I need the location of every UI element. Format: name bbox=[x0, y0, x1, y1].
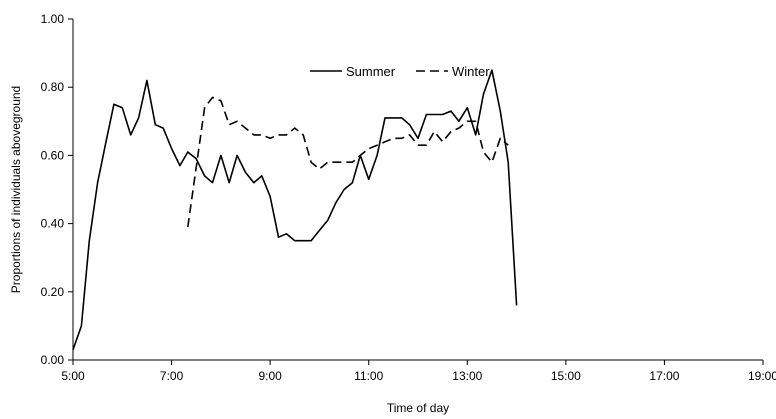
x-axis-ticks: 5:00 7:00 9:00 11:00 13:00 15:00 17:00 19:00 bbox=[61, 360, 776, 383]
x-tick-label: 5:00 bbox=[61, 369, 85, 383]
y-tick-label: 0.00 bbox=[41, 353, 65, 367]
y-axis-title: Proportions of individuals aboveground bbox=[9, 86, 23, 293]
series-line-winter bbox=[187, 96, 509, 228]
x-tick-label: 9:00 bbox=[258, 369, 282, 383]
y-tick-label: 0.60 bbox=[41, 148, 65, 162]
x-tick-label: 7:00 bbox=[160, 369, 184, 383]
x-tick-label: 11:00 bbox=[354, 369, 383, 383]
x-tick-label: 15:00 bbox=[551, 369, 581, 383]
y-tick-label: 0.20 bbox=[41, 285, 65, 299]
x-tick-label: 13:00 bbox=[452, 369, 482, 383]
x-tick-label: 17:00 bbox=[649, 369, 679, 383]
y-tick-label: 1.00 bbox=[41, 12, 65, 26]
x-tick-label: 19:00 bbox=[748, 369, 776, 383]
x-axis-title: Time of day bbox=[387, 401, 449, 415]
y-tick-label: 0.40 bbox=[41, 217, 65, 231]
axes bbox=[72, 19, 763, 361]
legend-label-winter: Winter bbox=[452, 64, 490, 79]
legend: Summer Winter bbox=[310, 64, 490, 79]
series-line-summer bbox=[72, 69, 518, 351]
y-tick-label: 0.80 bbox=[41, 80, 65, 94]
y-axis-ticks: 0.00 0.20 0.40 0.60 0.80 1.00 bbox=[41, 12, 73, 367]
legend-label-summer: Summer bbox=[346, 64, 396, 79]
series-layer bbox=[72, 69, 518, 351]
